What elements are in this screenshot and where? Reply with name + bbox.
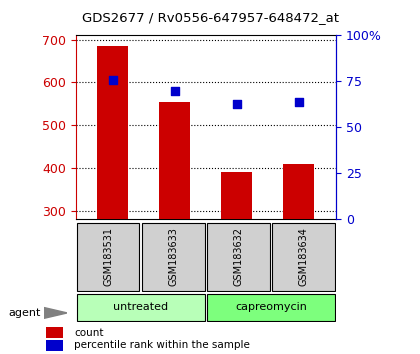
Bar	[159, 102, 190, 219]
Bar	[77, 293, 205, 321]
Bar	[284, 164, 314, 219]
Bar	[46, 327, 63, 338]
Bar	[77, 223, 139, 291]
Text: GSM183632: GSM183632	[234, 227, 243, 286]
Bar	[221, 172, 252, 219]
Text: percentile rank within the sample: percentile rank within the sample	[74, 340, 250, 350]
Point	[234, 101, 240, 106]
Bar	[272, 223, 335, 291]
Bar	[97, 46, 128, 219]
Text: untreated: untreated	[113, 302, 168, 312]
Text: GDS2677 / Rv0556-647957-648472_at: GDS2677 / Rv0556-647957-648472_at	[81, 11, 339, 24]
Polygon shape	[44, 308, 67, 318]
Bar	[207, 293, 335, 321]
Text: agent: agent	[8, 308, 41, 318]
Text: count: count	[74, 328, 104, 338]
Bar	[142, 223, 205, 291]
Bar	[46, 340, 63, 351]
Point	[110, 77, 116, 82]
Text: GSM183634: GSM183634	[299, 227, 308, 286]
Text: GSM183633: GSM183633	[168, 227, 178, 286]
Point	[295, 99, 302, 104]
Point	[171, 88, 178, 93]
Text: capreomycin: capreomycin	[235, 302, 307, 312]
Bar	[207, 223, 270, 291]
Text: GSM183531: GSM183531	[103, 227, 113, 286]
